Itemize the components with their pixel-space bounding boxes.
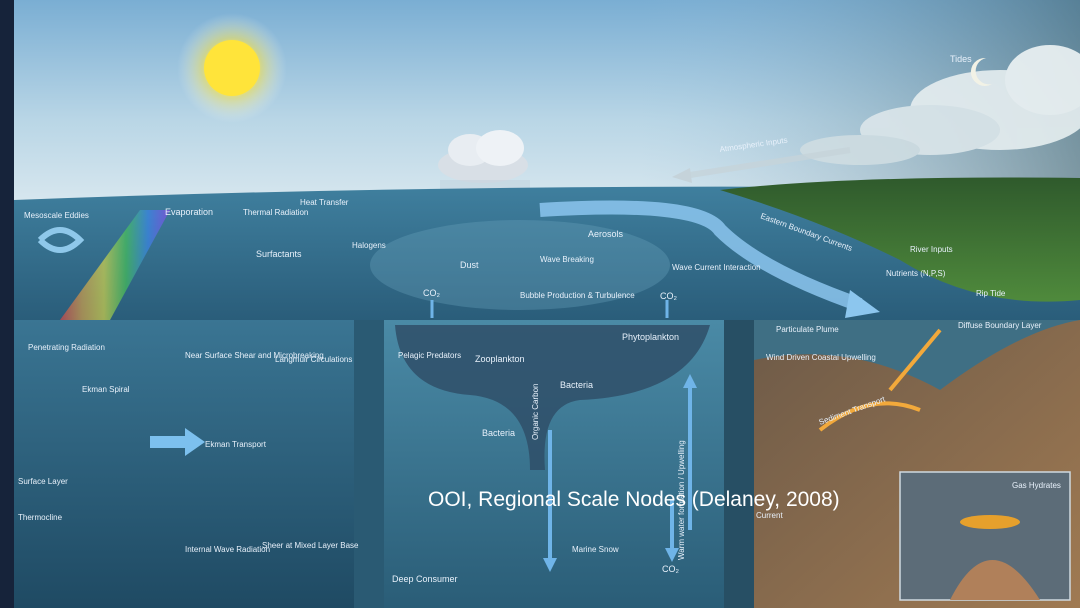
label-bacteria-lower: Bacteria xyxy=(482,428,515,438)
label-phytoplankton: Phytoplankton xyxy=(622,332,679,342)
slide-left-border xyxy=(0,0,14,608)
label-rip-tide: Rip Tide xyxy=(976,289,1006,298)
label-ekman-transport: Ekman Transport xyxy=(205,440,267,449)
label-wind-driven-upwelling: Wind Driven Coastal Upwelling xyxy=(766,353,876,362)
label-bubble-production: Bubble Production & Turbulence xyxy=(520,291,635,300)
label-penetrating-radiation: Penetrating Radiation xyxy=(28,343,105,352)
atmospheric-inputs-arrow xyxy=(689,147,851,178)
eddy-swirl-icon xyxy=(37,227,85,253)
label-pelagic-predators: Pelagic Predators xyxy=(398,351,461,360)
label-thermocline: Thermocline xyxy=(18,513,63,522)
source-caption: OOI, Regional Scale Nodes (Delaney, 2008… xyxy=(428,488,840,511)
label-co2-right: CO₂ xyxy=(660,291,678,301)
label-surfactants: Surfactants xyxy=(256,249,302,259)
label-zooplankton: Zooplankton xyxy=(475,354,525,364)
label-water-formation: Warm water formation / Upwelling xyxy=(677,440,686,560)
label-bacteria-upper: Bacteria xyxy=(560,380,593,390)
label-wave-current-interaction: Wave Current Interaction xyxy=(672,263,761,272)
label-ekman-spiral: Ekman Spiral xyxy=(82,385,130,394)
label-internal-wave-radiation: Internal Wave Radiation xyxy=(185,545,270,554)
label-sheer-mixed-layer: Sheer at Mixed Layer Base xyxy=(262,541,359,550)
eastern-boundary-current-arrow xyxy=(539,200,863,312)
label-diffuse-boundary-layer: Diffuse Boundary Layer xyxy=(958,321,1042,330)
label-surface-layer: Surface Layer xyxy=(18,477,68,486)
label-tides: Tides xyxy=(950,54,972,64)
light-spectrum-beam xyxy=(60,210,170,320)
label-near-surface-shear: Near Surface Shear and Microbreaking xyxy=(185,351,324,360)
label-gas-hydrates: Gas Hydrates xyxy=(1012,481,1061,490)
label-nutrients: Nutrients (N,P,S) xyxy=(886,269,946,278)
food-web-funnel xyxy=(395,325,710,470)
label-mesoscale-eddies: Mesoscale Eddies xyxy=(24,211,89,220)
label-thermal-radiation: Thermal Radiation xyxy=(243,208,308,217)
label-marine-snow: Marine Snow xyxy=(572,545,619,554)
label-river-inputs: River Inputs xyxy=(910,245,953,254)
label-current: Current xyxy=(756,511,783,520)
label-halogens: Halogens xyxy=(352,241,386,250)
moon-icon xyxy=(970,57,992,86)
label-aerosols: Aerosols xyxy=(588,229,624,239)
label-heat-transfer: Heat Transfer xyxy=(300,198,349,207)
label-deep-consumer: Deep Consumer xyxy=(392,574,458,584)
label-co2-bottom: CO₂ xyxy=(662,564,680,574)
ekman-transport-arrow xyxy=(150,428,205,456)
label-co2-left: CO₂ xyxy=(423,288,441,298)
label-langmuir-circulations: Langmuir Circulations xyxy=(275,355,352,364)
label-wave-breaking: Wave Breaking xyxy=(540,255,594,264)
label-dust: Dust xyxy=(460,260,479,270)
label-particulate-plume: Particulate Plume xyxy=(776,325,839,334)
label-evaporation: Evaporation xyxy=(165,207,213,217)
label-organic-carbon: Organic Carbon xyxy=(531,384,540,440)
